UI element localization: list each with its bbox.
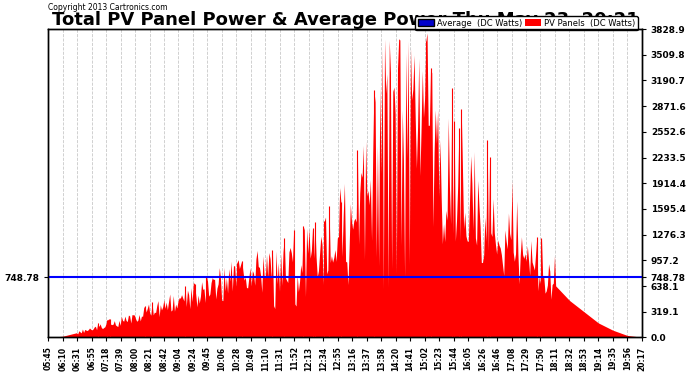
Title: Total PV Panel Power & Average Power Thu May 23  20:21: Total PV Panel Power & Average Power Thu… — [52, 11, 638, 29]
Text: Copyright 2013 Cartronics.com: Copyright 2013 Cartronics.com — [48, 3, 168, 12]
Legend: Average  (DC Watts), PV Panels  (DC Watts): Average (DC Watts), PV Panels (DC Watts) — [415, 16, 638, 30]
